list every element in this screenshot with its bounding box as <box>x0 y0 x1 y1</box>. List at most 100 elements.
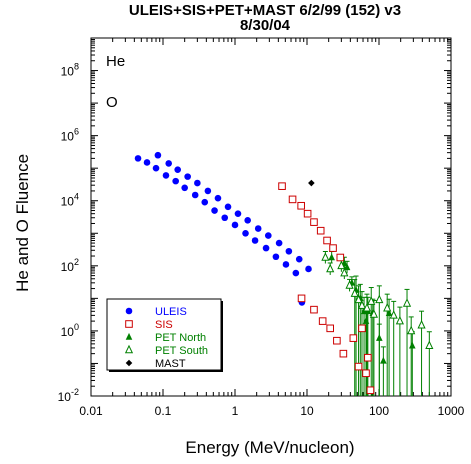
uleis-point <box>214 194 222 202</box>
pet-south-point <box>375 294 384 304</box>
pet-north-point <box>385 309 393 317</box>
legend-label-sis: SIS <box>155 319 173 331</box>
uleis-point <box>282 261 290 268</box>
pet-south-point <box>345 280 354 289</box>
y-tick-label: 104 <box>61 192 79 209</box>
pet-south-point <box>337 260 346 270</box>
uleis-point <box>184 173 191 180</box>
uleis-point <box>224 203 232 211</box>
pet-south-point <box>357 300 367 309</box>
sis-point <box>329 244 337 252</box>
legend-marker-mast <box>125 359 133 367</box>
uleis-point <box>234 210 242 217</box>
y-axis-label: He and O Fluence <box>13 153 32 292</box>
sis-point <box>310 218 318 226</box>
sis-point <box>336 253 345 262</box>
uleis-point <box>242 229 249 237</box>
pet-north-point <box>362 317 370 324</box>
y-tick-label: 100 <box>61 322 79 339</box>
legend-label-uleis: ULEIS <box>155 306 187 318</box>
axis-ticks: 0.01 0.1 1 10 100 1000 10-2 100 102 104 106 108 <box>58 37 465 418</box>
sis-point <box>366 386 375 395</box>
uleis-point <box>285 247 293 255</box>
y-tick-label: 108 <box>61 62 79 79</box>
uleis-point <box>221 214 229 222</box>
legend-label-pet-south: PET South <box>155 345 208 357</box>
uleis-point <box>134 155 142 162</box>
pet-south-point <box>383 302 392 312</box>
uleis-point <box>295 255 303 263</box>
uleis-point <box>152 164 160 172</box>
sis-point <box>358 324 366 333</box>
uleis-point <box>181 184 188 192</box>
pet-south-point <box>340 267 349 277</box>
pet-south-point <box>407 325 416 335</box>
pet-north-point <box>380 356 387 364</box>
y-tick-label: 10-2 <box>58 387 79 404</box>
pet-north-point <box>343 263 351 271</box>
sis-point <box>288 195 297 204</box>
legend-marker-pet-north <box>125 332 133 340</box>
sis-point <box>316 226 325 235</box>
pet-south-point <box>326 263 335 273</box>
uleis-point <box>275 239 283 247</box>
pet-south-point <box>425 340 434 350</box>
pet-north-point <box>328 253 335 261</box>
annotation-o: O <box>106 94 118 111</box>
pet-south-point <box>367 296 376 305</box>
uleis-point <box>211 207 218 214</box>
uleis-point <box>204 187 212 195</box>
y-tick-label: 106 <box>61 127 79 144</box>
sis-point <box>278 182 286 190</box>
uleis-point <box>194 179 201 187</box>
uleis-point <box>251 237 259 244</box>
pet-south-point <box>350 288 359 297</box>
sis-point <box>310 305 318 314</box>
chart-subtitle: 8/30/04 <box>239 17 291 34</box>
uleis-point <box>272 253 280 261</box>
x-tick-label: 0.1 <box>155 404 172 418</box>
uleis-point <box>264 232 272 239</box>
uleis-point <box>305 265 312 273</box>
uleis-point <box>292 269 300 277</box>
uleis-point <box>162 172 170 179</box>
mast-point <box>308 179 315 187</box>
pet-south-point <box>402 298 412 307</box>
pet-south-point <box>354 294 363 304</box>
pet-north-point <box>376 334 383 341</box>
legend-marker-pet-south <box>124 344 134 354</box>
sis-point <box>339 349 348 358</box>
sis-point <box>303 209 312 218</box>
sis-point <box>362 369 370 378</box>
plot-frame <box>90 37 452 397</box>
data-marks <box>134 151 434 396</box>
sis-point <box>354 362 363 371</box>
plot-area <box>90 37 452 397</box>
pet-south-point <box>369 309 379 318</box>
legend-label-pet-north: PET North <box>155 332 206 344</box>
legend-marker-uleis <box>125 307 133 315</box>
pet-south-point <box>395 315 404 325</box>
x-tick-label: 10 <box>300 404 314 418</box>
uleis-point <box>174 166 181 173</box>
x-tick-label: 100 <box>369 404 389 418</box>
y-tick-label: 102 <box>61 257 79 274</box>
sis-point <box>297 201 305 210</box>
x-tick-label: 1 <box>232 404 239 418</box>
x-axis-label: Energy (MeV/nucleon) <box>185 438 355 457</box>
chart-title: ULEIS+SIS+PET+MAST 6/2/99 (152) v3 <box>128 2 402 19</box>
uleis-point <box>254 225 262 232</box>
sis-point <box>364 353 372 362</box>
legend-label-mast: MAST <box>155 358 186 370</box>
sis-point <box>323 236 331 245</box>
sis-point <box>297 294 306 303</box>
annotation-he: He <box>106 53 125 70</box>
uleis-point <box>143 159 151 166</box>
uleis-point <box>244 217 251 224</box>
uleis-point <box>154 151 162 159</box>
pet-south-point <box>389 310 398 319</box>
pet-south-point <box>321 252 330 261</box>
uleis-point <box>262 244 270 252</box>
